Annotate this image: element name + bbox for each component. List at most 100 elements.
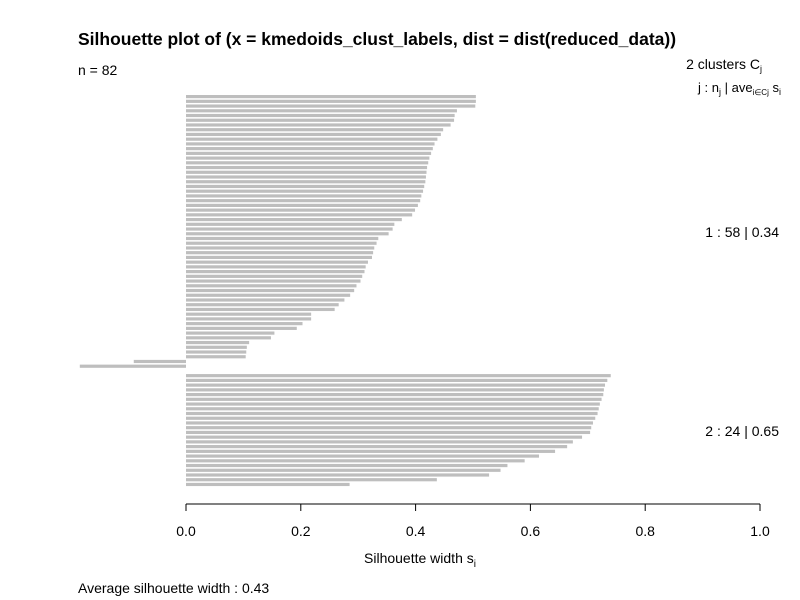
- silhouette-bar-c1: [186, 128, 444, 132]
- silhouette-bar-c1: [186, 104, 476, 108]
- silhouette-bar-c2: [186, 421, 593, 425]
- silhouette-bar-c1: [186, 270, 365, 274]
- silhouette-bar-c1: [186, 255, 372, 260]
- silhouette-bar-c1: [186, 194, 422, 198]
- silhouette-bar-c1: [186, 326, 297, 330]
- silhouette-bar-c2: [186, 378, 608, 382]
- silhouette-bar-c1: [186, 189, 424, 193]
- silhouette-bar-c1: [186, 307, 335, 312]
- silhouette-bar-c1: [186, 350, 247, 354]
- silhouette-bar-c2: [186, 482, 350, 487]
- silhouette-bar-c1: [186, 312, 312, 316]
- silhouette-bar-c2: [186, 392, 604, 397]
- silhouette-bar-c1: [186, 251, 374, 255]
- silhouette-bar-c1: [186, 161, 429, 165]
- silhouette-bar-c1: [186, 227, 393, 231]
- silhouette-bar-c2: [186, 374, 611, 378]
- silhouette-bar-c2: [186, 440, 573, 444]
- silhouette-bar-c1: [186, 274, 363, 278]
- silhouette-bar-c1: [186, 170, 427, 174]
- x-axis-label-sub: i: [474, 559, 476, 570]
- average-silhouette: Average silhouette width : 0.43: [78, 580, 269, 596]
- silhouette-bar-c1: [186, 241, 377, 245]
- silhouette-bar-c1: [186, 123, 451, 127]
- silhouette-bar-c2: [186, 454, 540, 458]
- silhouette-bar-c1: [186, 199, 421, 203]
- silhouette-bar-c1: [79, 364, 186, 368]
- silhouette-bar-c1: [186, 175, 426, 179]
- silhouette-bar-c2: [186, 397, 602, 401]
- silhouette-bar-c1: [186, 260, 368, 264]
- silhouette-bar-c1: [186, 180, 426, 184]
- silhouette-bar-c2: [186, 407, 599, 411]
- x-axis: 0.0 0.2 0.4 0.6 0.8 1.0: [176, 503, 770, 539]
- silhouette-bar-c1: [186, 331, 275, 335]
- cluster-labels: 1 : 58 | 0.34 2 : 24 | 0.65: [705, 224, 779, 439]
- silhouette-bar-c1: [186, 265, 366, 269]
- x-tick-label: 0.2: [291, 523, 311, 539]
- cluster-label-2: 2 : 24 | 0.65: [705, 423, 779, 439]
- silhouette-bar-c2: [186, 411, 598, 416]
- silhouette-bar-c1: [186, 156, 430, 160]
- silhouette-bar-c1: [186, 298, 345, 302]
- silhouette-bar-c1: [186, 236, 379, 241]
- x-tick-label: 0.6: [521, 523, 541, 539]
- silhouette-bar-c2: [186, 416, 596, 420]
- silhouette-bar-c1: [186, 132, 441, 137]
- silhouette-bar-c2: [186, 383, 606, 387]
- avg-label: Average silhouette width :: [78, 580, 239, 596]
- silhouette-bar-c2: [186, 449, 556, 453]
- silhouette-bar-c1: [186, 355, 246, 359]
- silhouette-bar-c1: [186, 165, 428, 170]
- silhouette-bar-c2: [186, 478, 437, 482]
- bars-group: [79, 95, 611, 487]
- silhouette-bar-c1: [186, 208, 416, 212]
- n-label: n = 82: [78, 62, 118, 78]
- cluster-label-1: 1 : 58 | 0.34: [705, 224, 779, 240]
- legend-header-text: 2 clusters C: [686, 56, 760, 72]
- silhouette-bar-c2: [186, 468, 501, 472]
- silhouette-bar-c1: [186, 184, 425, 189]
- silhouette-bar-c1: [186, 246, 375, 250]
- avg-value: 0.43: [241, 580, 270, 596]
- legend-col-f: i: [779, 87, 781, 97]
- silhouette-bar-c1: [186, 137, 438, 141]
- silhouette-bar-c2: [186, 435, 583, 439]
- silhouette-bar-c1: [186, 147, 433, 151]
- silhouette-bar-c1: [186, 151, 432, 155]
- silhouette-bar-c1: [186, 95, 476, 99]
- silhouette-bar-c1: [186, 118, 455, 122]
- silhouette-bar-c1: [186, 213, 413, 217]
- x-axis-label-text: Silhouette width s: [364, 550, 474, 566]
- legend-col-c: | ave: [721, 80, 753, 95]
- silhouette-bar-c2: [186, 430, 591, 435]
- x-axis-label: Silhouette width si: [364, 550, 476, 570]
- legend-header-columns: j : nj | avei∈Cj si: [698, 80, 781, 97]
- silhouette-bar-c1: [186, 113, 455, 118]
- silhouette-bar-c1: [186, 142, 435, 146]
- silhouette-bar-c1: [186, 345, 247, 349]
- silhouette-bar-c1: [186, 232, 389, 236]
- silhouette-bar-c1: [186, 217, 402, 222]
- chart-title: Silhouette plot of (x = kmedoids_clust_l…: [78, 29, 677, 49]
- silhouette-bar-c1: [186, 322, 303, 326]
- silhouette-bar-c1: [186, 336, 271, 340]
- silhouette-bar-c1: [186, 222, 395, 226]
- silhouette-bar-c2: [186, 402, 600, 406]
- silhouette-bar-c1: [186, 279, 361, 283]
- legend-header-sub: j: [760, 64, 762, 74]
- legend-header-clusters: 2 clusters Cj: [686, 56, 762, 74]
- silhouette-bar-c1: [186, 99, 476, 103]
- silhouette-bar-c1: [133, 359, 186, 364]
- silhouette-bar-c1: [186, 340, 250, 345]
- silhouette-bar-c1: [186, 317, 312, 321]
- x-tick-label: 0.8: [635, 523, 655, 539]
- silhouette-bar-c1: [186, 284, 357, 288]
- silhouette-bar-c2: [186, 388, 604, 392]
- legend-col-a: j : n: [698, 80, 719, 95]
- x-tick-label: 0.4: [406, 523, 426, 539]
- silhouette-bar-c1: [186, 293, 351, 297]
- silhouette-bar-c2: [186, 473, 490, 477]
- legend-col-e: s: [768, 80, 779, 95]
